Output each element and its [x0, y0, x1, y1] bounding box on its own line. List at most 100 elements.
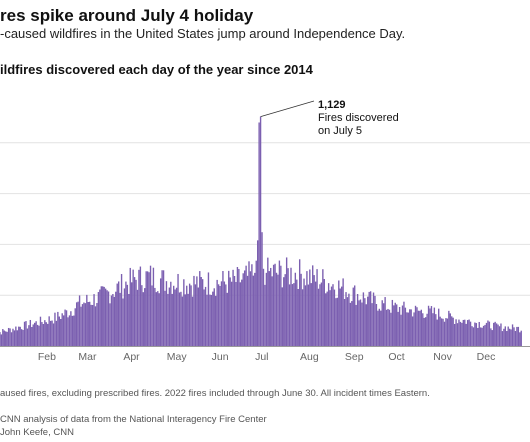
bar [242, 273, 244, 346]
x-tick-label: Jun [212, 351, 229, 363]
bar [168, 287, 171, 346]
bar [491, 330, 493, 346]
bar [438, 308, 440, 346]
bar [293, 283, 295, 346]
bar [459, 321, 462, 346]
bar [65, 310, 68, 346]
bar [391, 299, 394, 346]
bar [433, 307, 436, 346]
bar [62, 315, 65, 346]
bar [478, 321, 480, 346]
bar [355, 304, 357, 346]
bar [354, 285, 356, 346]
bar [58, 316, 60, 346]
bar [381, 300, 383, 346]
bar [9, 328, 11, 346]
bar [184, 294, 186, 346]
bar [251, 264, 253, 346]
bar [239, 282, 241, 346]
bar [106, 290, 108, 346]
bar [469, 321, 472, 346]
bar [394, 302, 396, 346]
bar [348, 293, 350, 346]
bar [178, 292, 181, 346]
bar [123, 288, 126, 346]
bar [290, 267, 292, 346]
bar [374, 295, 376, 346]
bar [238, 268, 240, 346]
bar [316, 269, 318, 346]
bar [23, 321, 26, 346]
x-tick-label: Oct [388, 351, 404, 363]
bar [125, 281, 127, 346]
bar [271, 276, 273, 346]
bar [131, 282, 133, 346]
bar [207, 272, 210, 346]
bar [226, 292, 228, 346]
bar [47, 323, 49, 346]
bar [186, 285, 188, 346]
bar [222, 271, 224, 346]
bar [151, 285, 153, 346]
bar [514, 331, 517, 346]
bar [3, 330, 5, 346]
bar [248, 261, 250, 346]
bar [340, 286, 343, 346]
bar [335, 298, 337, 346]
bar [165, 281, 168, 346]
bar [375, 304, 378, 346]
bar [494, 321, 496, 346]
bar [157, 291, 159, 346]
bar [351, 301, 353, 346]
bar [80, 306, 82, 346]
chart-note: aused fires, excluding prescribed fires.… [0, 388, 430, 399]
bar [246, 275, 249, 346]
bar [49, 320, 52, 346]
bar [78, 295, 81, 346]
bar [325, 293, 327, 346]
bar [103, 286, 105, 346]
bar [128, 293, 130, 346]
bar [219, 285, 221, 346]
bar [511, 324, 514, 346]
bar [173, 285, 175, 346]
bar [71, 315, 74, 346]
bar [488, 321, 491, 346]
bar [314, 281, 317, 346]
bar [204, 286, 207, 346]
bar [129, 267, 131, 346]
bar [145, 271, 147, 346]
bar [388, 309, 391, 346]
bar [209, 294, 211, 346]
x-tick-label: Jul [255, 351, 268, 363]
bar [332, 284, 334, 346]
bar [55, 320, 58, 346]
bar [38, 325, 40, 346]
bar [484, 324, 486, 346]
annotation-leader-line [260, 100, 315, 117]
bar [452, 317, 454, 346]
bar [188, 283, 191, 346]
bar [501, 331, 504, 346]
bar [18, 326, 20, 346]
bar [407, 312, 409, 346]
bar [378, 308, 381, 346]
bar [346, 297, 349, 346]
bar [280, 265, 282, 346]
bar [146, 271, 149, 346]
bar [268, 271, 270, 346]
x-tick-label: Apr [123, 351, 140, 363]
bar [187, 293, 189, 346]
bar [343, 298, 346, 346]
bar [73, 315, 75, 346]
bar [100, 286, 102, 346]
x-tick-label: Nov [433, 351, 452, 363]
bar [154, 287, 156, 346]
bar [70, 311, 72, 346]
bar [107, 291, 110, 346]
bar [113, 296, 116, 346]
bar [138, 269, 140, 346]
bar [39, 316, 42, 346]
x-tick-label: Mar [78, 351, 97, 363]
bar [442, 318, 444, 346]
